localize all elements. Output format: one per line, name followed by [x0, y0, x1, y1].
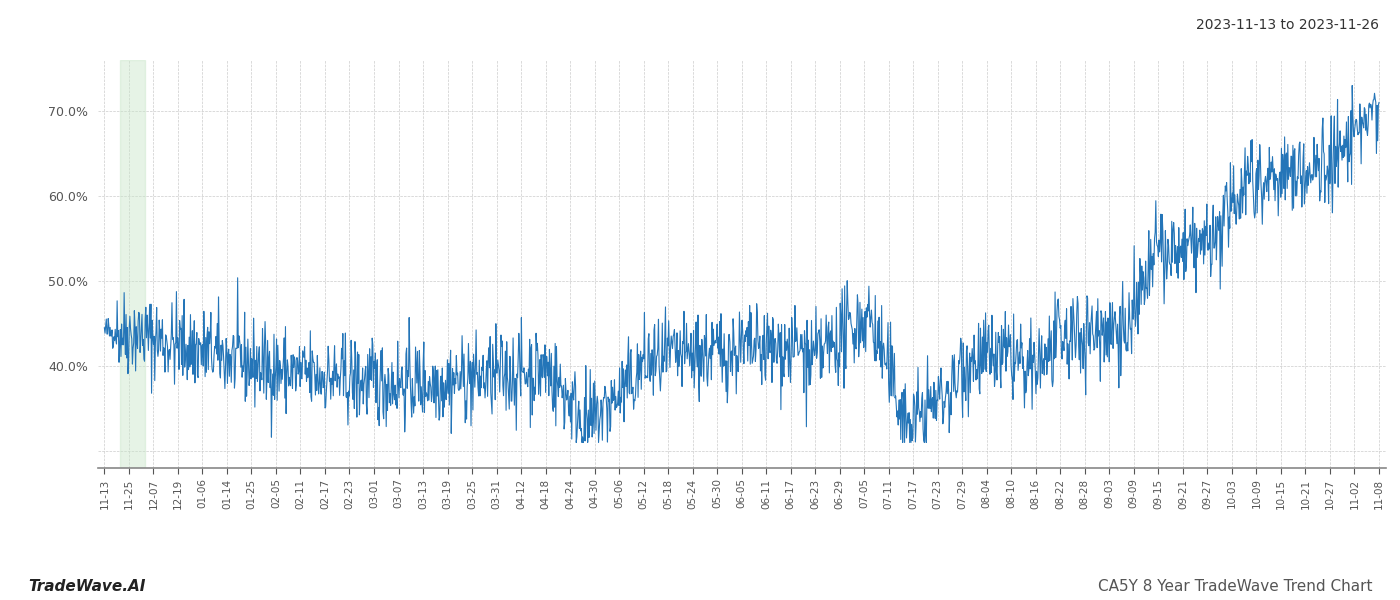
Bar	[119, 60, 146, 468]
Text: TradeWave.AI: TradeWave.AI	[28, 579, 146, 594]
Text: 2023-11-13 to 2023-11-26: 2023-11-13 to 2023-11-26	[1196, 18, 1379, 32]
Text: CA5Y 8 Year TradeWave Trend Chart: CA5Y 8 Year TradeWave Trend Chart	[1098, 579, 1372, 594]
